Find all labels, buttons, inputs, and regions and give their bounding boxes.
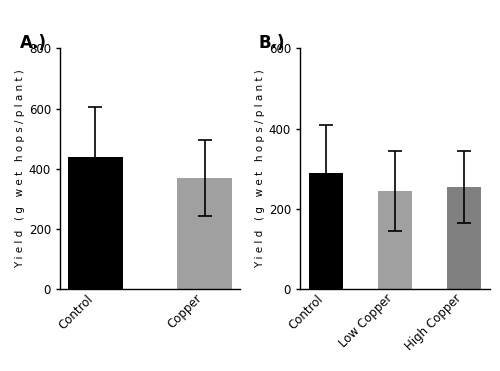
Bar <box>447 187 482 289</box>
Y-axis label: Y i e l d   ( g   w e t   h o p s / p l a n t ): Y i e l d ( g w e t h o p s / p l a n t … <box>254 69 264 268</box>
Bar <box>68 157 122 289</box>
Bar <box>308 173 343 289</box>
Text: B.): B.) <box>258 34 284 52</box>
Bar <box>178 178 232 289</box>
Text: A.): A.) <box>20 34 48 52</box>
Bar <box>378 191 412 289</box>
Y-axis label: Y i e l d   ( g   w e t   h o p s / p l a n t ): Y i e l d ( g w e t h o p s / p l a n t … <box>14 69 24 268</box>
